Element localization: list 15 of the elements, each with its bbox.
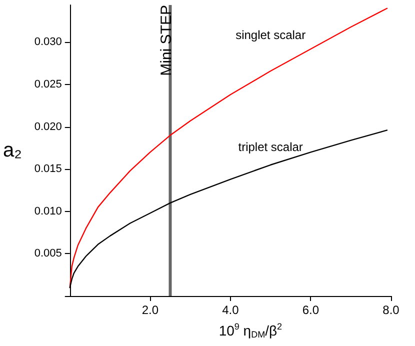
y-tick-label: 0.005 bbox=[34, 248, 62, 260]
y-tick-label: 0.010 bbox=[34, 205, 62, 218]
y-tick-label: 0.025 bbox=[34, 78, 62, 91]
series-label: singlet scalar bbox=[236, 28, 306, 42]
x-tick-label: 2.0 bbox=[142, 303, 159, 317]
ref-line-label: Mini STEP bbox=[158, 5, 176, 76]
y-axis-title: a₂ bbox=[2, 140, 22, 162]
y-tick-label: 0.030 bbox=[34, 36, 62, 48]
x-tick-label: 6.0 bbox=[302, 303, 320, 317]
x-tick-label: 8.0 bbox=[382, 303, 400, 317]
series-label: triplet scalar bbox=[238, 140, 303, 154]
y-tick-label: 0.020 bbox=[34, 120, 62, 133]
line-series bbox=[69, 8, 388, 288]
y-tick-label: 0.015 bbox=[34, 163, 62, 176]
x-tick-label: 4.0 bbox=[222, 303, 240, 317]
